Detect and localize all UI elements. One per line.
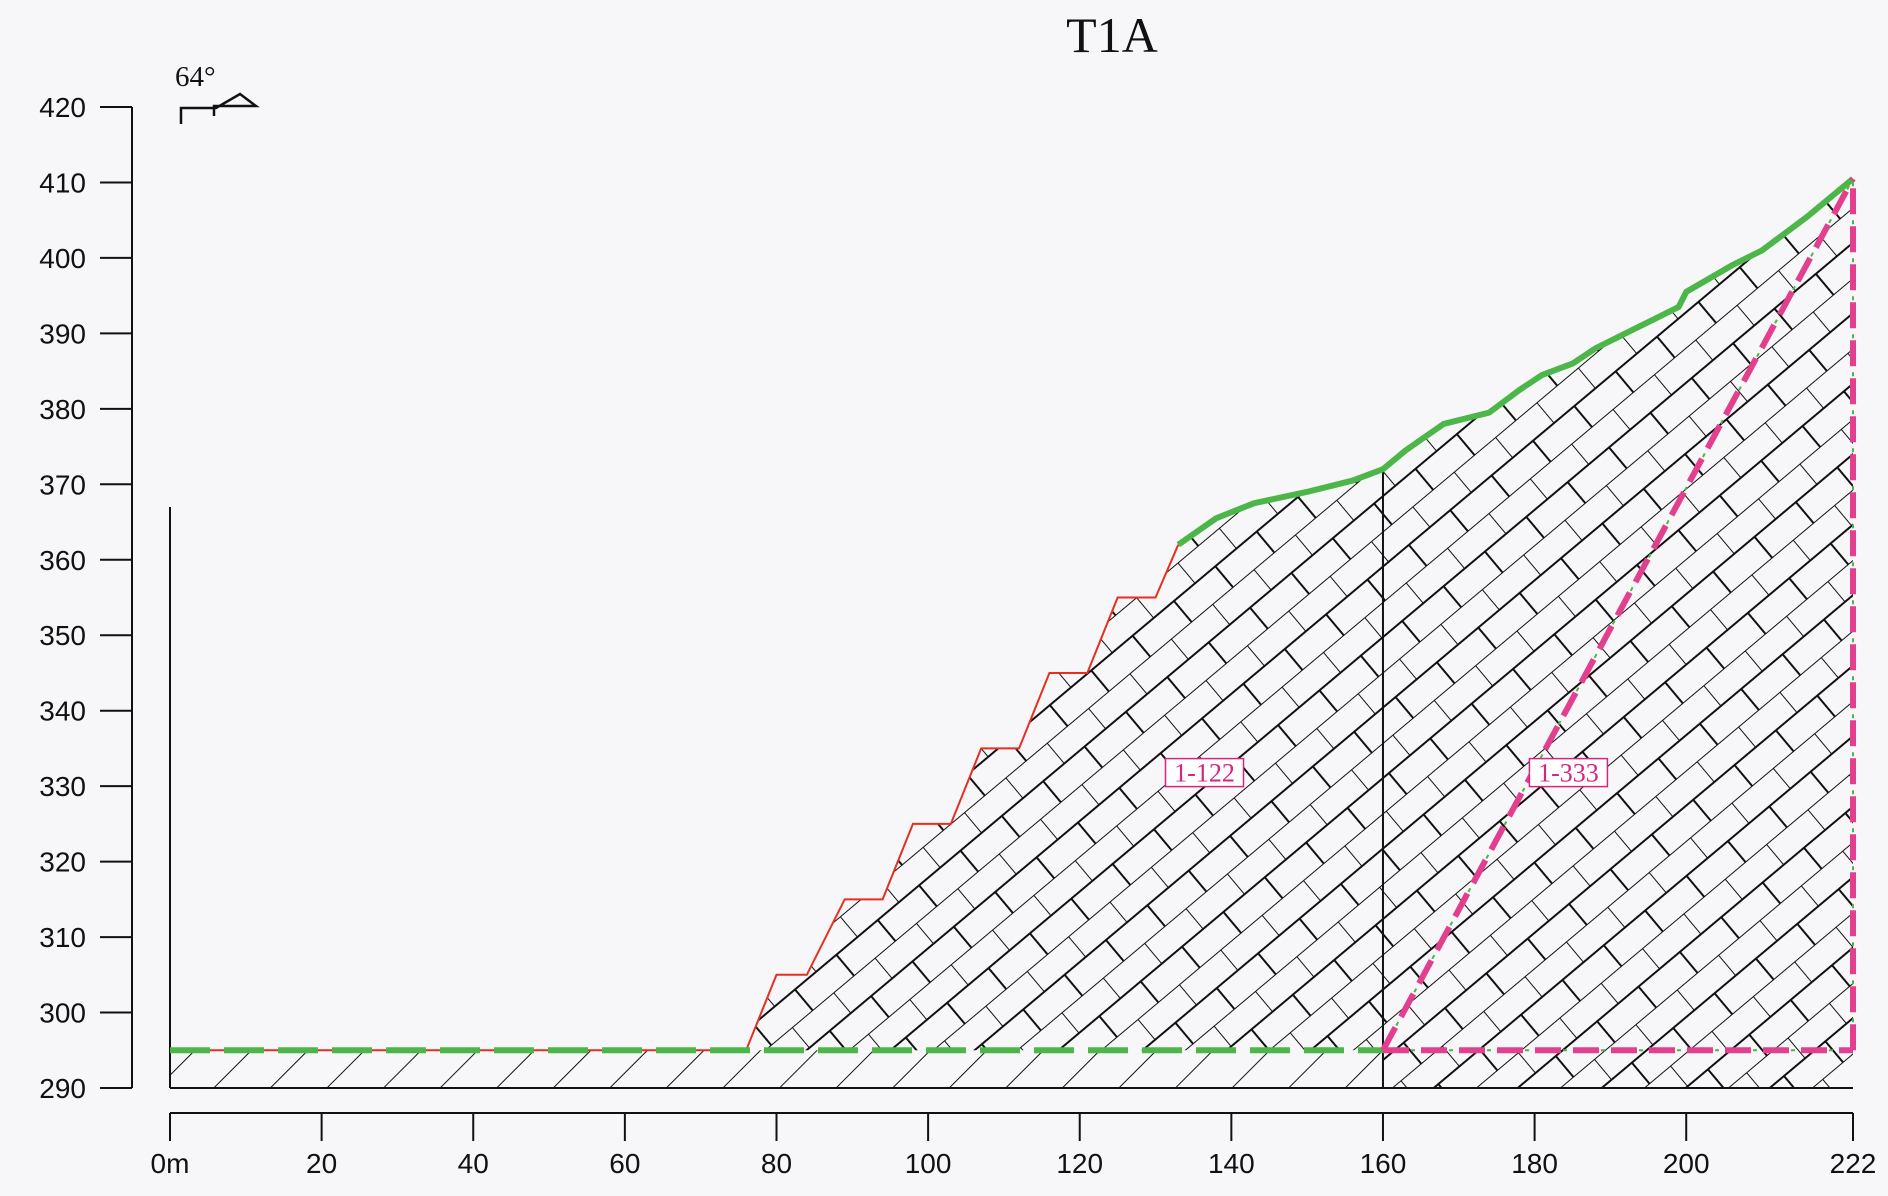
x-tick-label-80: 80 xyxy=(761,1148,792,1179)
y-tick-label-360: 360 xyxy=(39,545,86,576)
section-lines xyxy=(170,176,1856,1089)
y-tick-label-320: 320 xyxy=(39,847,86,878)
y-tick-label-410: 410 xyxy=(39,167,86,198)
y-tick-label-380: 380 xyxy=(39,394,86,425)
section-fill xyxy=(170,178,1854,1088)
x-tick-label-40: 40 xyxy=(458,1148,489,1179)
x-axis: 0m 20 40 60 80 100 120 140 160 180 200 222 xyxy=(151,506,1877,1179)
boundary-contact-1 xyxy=(1380,177,1856,1052)
chart-title: T1A xyxy=(1066,7,1158,63)
bedrock-strip-fill xyxy=(170,1050,1383,1088)
unit-label-text: 1-333 xyxy=(1538,759,1599,788)
x-tick-label-60: 60 xyxy=(609,1148,640,1179)
y-tick-label-330: 330 xyxy=(39,771,86,802)
x-tick-label-140: 140 xyxy=(1208,1148,1255,1179)
y-axis: 290 300 310 320 330 340 350 360 370 380 390 400 410 4… xyxy=(39,92,133,1104)
y-tick-label-400: 400 xyxy=(39,243,86,274)
dip-angle-label: 64° xyxy=(175,61,216,93)
y-tick-label-300: 300 xyxy=(39,998,86,1029)
unit-label-box xyxy=(1164,757,1245,788)
unit-label-text: 1-122 xyxy=(1174,759,1235,788)
unit-label-1-333: 1-333 xyxy=(1528,757,1609,788)
y-tick-label-290: 290 xyxy=(39,1073,86,1104)
x-tick-label-120: 120 xyxy=(1056,1148,1103,1179)
topographic-surface-line xyxy=(1176,176,1855,548)
y-tick-label-350: 350 xyxy=(39,620,86,651)
unit-label-box xyxy=(1528,757,1609,788)
x-tick-label-100: 100 xyxy=(905,1148,952,1179)
y-tick-label-420: 420 xyxy=(39,92,86,123)
x-tick-label-200: 200 xyxy=(1663,1148,1710,1179)
unit-labels: 1-122 1-333 xyxy=(1164,757,1609,788)
y-tick-label-340: 340 xyxy=(39,696,86,727)
x-tick-label-160: 160 xyxy=(1360,1148,1407,1179)
massif-fill xyxy=(746,178,1854,1088)
dip-symbol: 64° xyxy=(175,61,260,124)
y-tick-label-310: 310 xyxy=(39,922,86,953)
x-tick-label-222: 222 xyxy=(1830,1148,1877,1179)
x-tick-label-180: 180 xyxy=(1511,1148,1558,1179)
x-tick-label-20: 20 xyxy=(306,1148,337,1179)
dip-arrow-icon xyxy=(179,92,260,124)
unit-label-1-122: 1-122 xyxy=(1164,757,1245,788)
y-tick-label-370: 370 xyxy=(39,469,86,500)
y-tick-label-390: 390 xyxy=(39,318,86,349)
stepped-edge-line xyxy=(170,544,1180,1052)
x-tick-label-0: 0m xyxy=(151,1148,190,1179)
